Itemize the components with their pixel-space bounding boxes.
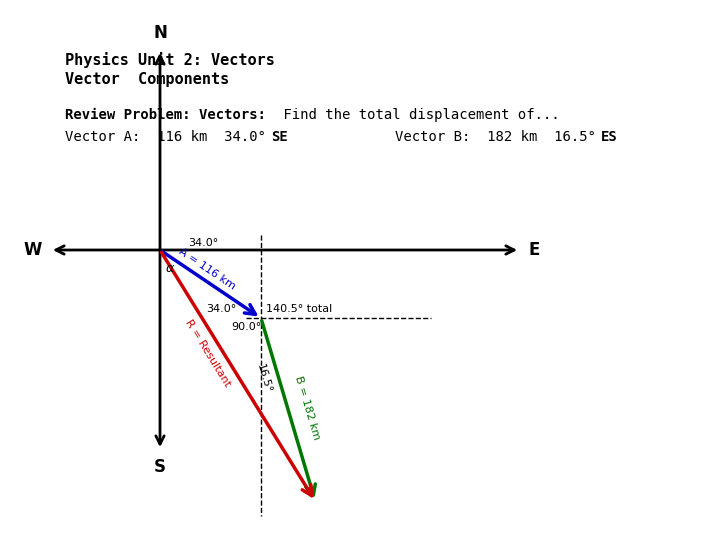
Text: B = 182 km: B = 182 km	[293, 375, 321, 441]
Text: 34.0°: 34.0°	[188, 238, 218, 248]
Text: Find the total displacement of...: Find the total displacement of...	[275, 108, 559, 122]
Text: 16.5°: 16.5°	[255, 362, 273, 394]
Text: W: W	[24, 241, 42, 259]
Text: R = Resultant: R = Resultant	[183, 318, 232, 388]
Text: SE: SE	[271, 130, 288, 144]
Text: 140.5° total: 140.5° total	[266, 304, 332, 314]
Text: A = 116 km: A = 116 km	[177, 247, 238, 292]
Text: N: N	[153, 24, 167, 42]
Text: ES: ES	[601, 130, 618, 144]
Text: Vector  Components: Vector Components	[65, 72, 229, 87]
Text: S: S	[154, 458, 166, 476]
Text: Vector A:  116 km  34.0°: Vector A: 116 km 34.0°	[65, 130, 274, 144]
Text: Physics Unit 2: Vectors: Physics Unit 2: Vectors	[65, 52, 275, 68]
Text: 90.0°: 90.0°	[231, 322, 261, 332]
Text: α: α	[166, 262, 174, 275]
Text: Vector B:  182 km  16.5°: Vector B: 182 km 16.5°	[395, 130, 604, 144]
Text: 34.0°: 34.0°	[206, 304, 236, 314]
Text: Review Problem: Vectors:: Review Problem: Vectors:	[65, 108, 266, 122]
Text: E: E	[528, 241, 539, 259]
